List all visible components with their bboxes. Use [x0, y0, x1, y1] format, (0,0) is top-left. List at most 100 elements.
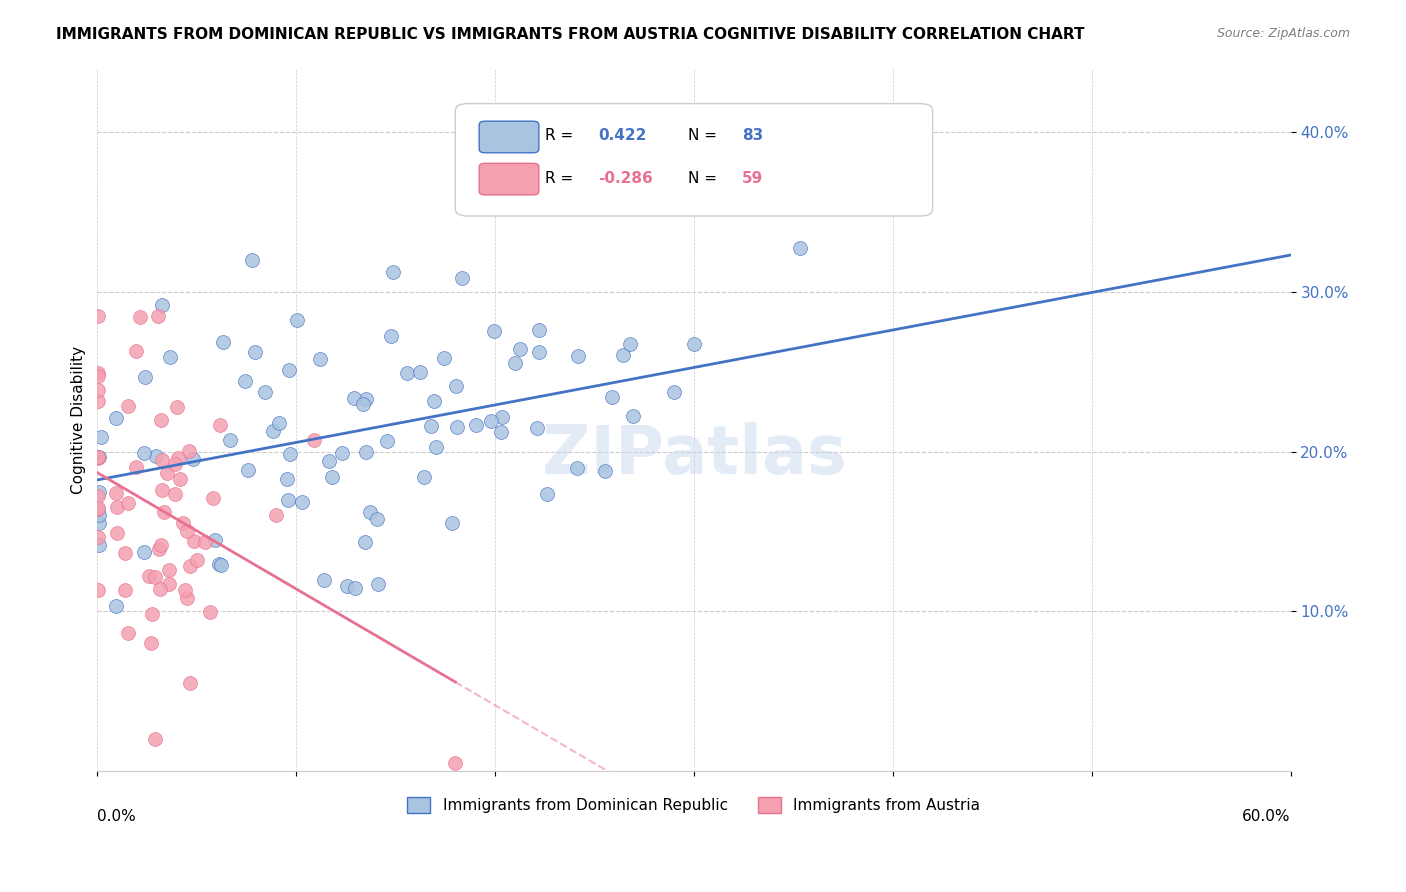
Point — [789, 241, 811, 255]
Point — [330, 446, 353, 460]
Point — [465, 418, 488, 433]
Point — [235, 374, 257, 388]
Point — [157, 563, 180, 577]
Point — [343, 392, 366, 406]
Point — [304, 434, 326, 448]
Point — [567, 350, 589, 364]
Point — [356, 444, 378, 458]
Text: -0.286: -0.286 — [599, 171, 654, 186]
Point — [165, 486, 187, 500]
Point — [86, 369, 108, 384]
Point — [149, 413, 172, 427]
Point — [179, 676, 201, 690]
Point — [425, 440, 447, 454]
Point — [621, 409, 644, 423]
Point — [138, 569, 160, 583]
Point — [183, 452, 205, 467]
Point — [183, 534, 205, 549]
Point — [114, 582, 136, 597]
Point — [86, 489, 108, 503]
Point — [163, 457, 186, 471]
Point — [509, 343, 531, 357]
Point — [526, 421, 548, 435]
Point — [176, 524, 198, 538]
FancyBboxPatch shape — [479, 163, 538, 195]
Point — [173, 583, 195, 598]
Point — [683, 336, 706, 351]
Point — [484, 324, 506, 338]
Point — [149, 582, 172, 596]
Point — [104, 599, 127, 613]
Point — [264, 508, 287, 522]
Point — [179, 558, 201, 573]
Point — [285, 313, 308, 327]
Point — [619, 336, 641, 351]
Point — [308, 352, 330, 367]
Point — [105, 526, 128, 541]
Text: ZIPatlas: ZIPatlas — [541, 422, 846, 488]
Point — [204, 533, 226, 548]
Point — [212, 334, 235, 349]
Point — [423, 393, 446, 408]
Point — [124, 344, 146, 359]
Legend: Immigrants from Dominican Republic, Immigrants from Austria: Immigrants from Dominican Republic, Immi… — [401, 791, 987, 819]
Point — [105, 500, 128, 515]
Point — [117, 496, 139, 510]
Text: 60.0%: 60.0% — [1241, 809, 1291, 824]
Point — [262, 424, 284, 438]
Point — [276, 472, 298, 486]
Point — [89, 538, 111, 552]
Text: 59: 59 — [742, 171, 763, 186]
Point — [159, 350, 181, 364]
Point — [343, 581, 366, 595]
Y-axis label: Cognitive Disability: Cognitive Disability — [72, 345, 86, 493]
Point — [134, 445, 156, 459]
Point — [148, 542, 170, 557]
Point — [86, 582, 108, 597]
Point — [179, 444, 201, 458]
Point — [148, 310, 170, 324]
Point — [143, 731, 166, 746]
Point — [321, 470, 343, 484]
Text: R =: R = — [544, 171, 574, 186]
Point — [167, 451, 190, 466]
Point — [202, 491, 225, 505]
Point — [114, 545, 136, 559]
Point — [150, 483, 173, 497]
Point — [128, 310, 150, 324]
Point — [612, 348, 634, 362]
Point — [481, 414, 503, 428]
Point — [134, 544, 156, 558]
Point — [243, 345, 266, 359]
Point — [156, 466, 179, 480]
Point — [444, 756, 467, 770]
Point — [236, 463, 259, 477]
Point — [117, 626, 139, 640]
Text: 0.422: 0.422 — [599, 128, 647, 143]
Point — [166, 400, 188, 414]
Text: N =: N = — [688, 171, 717, 186]
Point — [209, 558, 232, 572]
Point — [529, 345, 551, 359]
Point — [278, 363, 301, 377]
Point — [359, 505, 381, 519]
Point — [219, 433, 242, 447]
Point — [86, 366, 108, 380]
Point — [117, 399, 139, 413]
Point — [446, 420, 468, 434]
Point — [600, 390, 623, 404]
Point — [662, 385, 685, 400]
Point — [396, 367, 419, 381]
FancyBboxPatch shape — [456, 103, 932, 216]
Point — [89, 516, 111, 531]
Point — [89, 508, 111, 522]
Point — [200, 605, 222, 619]
Point — [134, 370, 156, 384]
Point — [278, 446, 301, 460]
Point — [86, 309, 108, 323]
Point — [86, 450, 108, 465]
Point — [153, 505, 176, 519]
Point — [291, 494, 314, 508]
Point — [86, 450, 108, 464]
Point — [208, 417, 231, 432]
